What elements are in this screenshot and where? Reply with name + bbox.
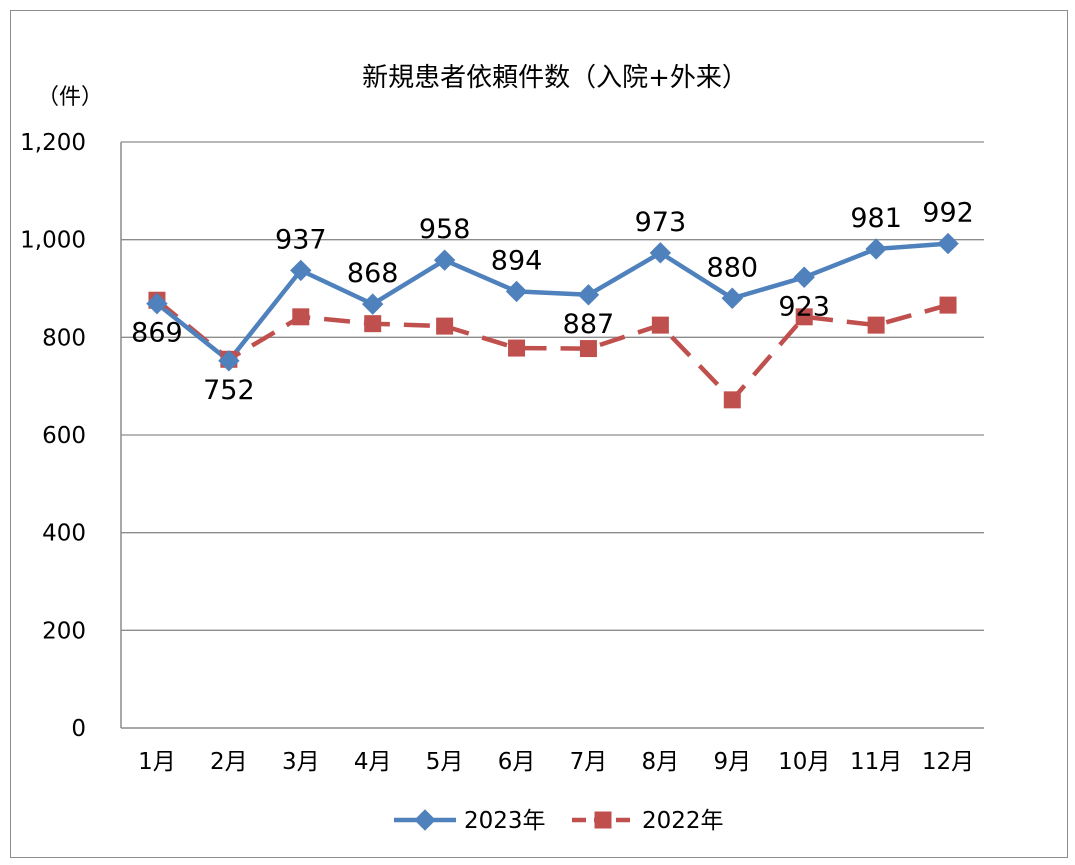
data-point-marker xyxy=(865,238,887,260)
x-tick-label: 10月 xyxy=(778,749,830,775)
data-label: 973 xyxy=(635,207,687,238)
y-tick-label: 800 xyxy=(42,325,86,351)
legend-marker xyxy=(594,811,612,829)
axes: 0 200 400 600 800 1,000 1,200 1月 2月 3月 4月 5月 6月 7月 8月 9… xyxy=(20,130,984,775)
data-label: 937 xyxy=(275,224,327,255)
chart-title: 新規患者依頼件数（入院+外来） xyxy=(362,63,748,93)
data-label: 992 xyxy=(922,198,974,229)
data-label: 958 xyxy=(419,214,471,245)
gridlines xyxy=(121,141,984,631)
data-point-marker xyxy=(867,316,885,334)
data-point-marker xyxy=(505,280,528,303)
x-tick-label: 2月 xyxy=(210,749,248,775)
series-line-primary xyxy=(155,241,949,364)
data-label: 894 xyxy=(491,245,543,276)
y-tick-label: 200 xyxy=(42,618,86,644)
data-point-marker xyxy=(290,259,312,282)
x-tick-label: 7月 xyxy=(570,749,608,775)
data-point-marker xyxy=(577,284,600,306)
data-point-marker xyxy=(795,308,813,326)
x-tick-label: 3月 xyxy=(282,749,320,775)
x-tick-label: 12月 xyxy=(922,749,974,775)
data-label: 752 xyxy=(203,375,255,406)
legend-label: 2023年 xyxy=(464,808,546,834)
y-tick-label: 0 xyxy=(71,716,86,742)
data-point-marker xyxy=(651,316,669,334)
series-markers xyxy=(146,232,959,409)
y-unit-label: （件） xyxy=(37,85,103,110)
legend: 2023年 2022年 xyxy=(394,808,724,834)
data-point-marker xyxy=(218,350,240,372)
legend-marker xyxy=(414,809,436,831)
data-point-marker xyxy=(146,292,168,315)
y-tick-label: 1,000 xyxy=(20,228,86,254)
data-label: 923 xyxy=(778,291,830,322)
x-tick-label: 11月 xyxy=(850,749,902,775)
series-lines xyxy=(155,241,949,403)
x-tick-label: 9月 xyxy=(713,749,751,775)
data-point-marker xyxy=(723,391,741,409)
x-tick-label: 8月 xyxy=(642,749,680,775)
data-point-marker xyxy=(793,266,815,288)
data-point-marker xyxy=(364,315,382,333)
data-labels: 869 752 937 868 958 894 887 973 880 923 981 992 xyxy=(131,198,974,406)
legend-item: 2022年 xyxy=(572,808,724,834)
data-label: 869 xyxy=(131,318,183,349)
y-tick-label: 400 xyxy=(42,521,86,547)
legend-item: 2023年 xyxy=(394,808,546,834)
data-point-marker xyxy=(579,340,597,358)
data-point-marker xyxy=(721,287,743,309)
legend-label: 2022年 xyxy=(642,808,724,834)
data-label: 887 xyxy=(563,309,615,340)
data-point-marker xyxy=(362,293,384,315)
data-label: 880 xyxy=(707,252,759,283)
x-tick-label: 1月 xyxy=(138,749,176,775)
y-tick-label: 1,200 xyxy=(20,130,86,156)
data-point-marker xyxy=(937,232,959,255)
x-tick-label: 6月 xyxy=(498,749,536,775)
chart-frame xyxy=(10,10,1068,858)
data-point-marker xyxy=(649,242,672,264)
data-point-marker xyxy=(939,296,957,314)
data-point-marker xyxy=(508,339,526,357)
data-point-marker xyxy=(292,308,310,326)
x-tick-label: 4月 xyxy=(354,749,392,775)
data-point-marker xyxy=(433,249,456,271)
y-tick-label: 600 xyxy=(42,423,86,449)
x-tick-label: 5月 xyxy=(426,749,464,775)
data-label: 868 xyxy=(347,258,399,289)
data-label: 981 xyxy=(850,203,902,234)
data-point-marker xyxy=(436,317,454,335)
series-line-secondary xyxy=(155,298,949,403)
